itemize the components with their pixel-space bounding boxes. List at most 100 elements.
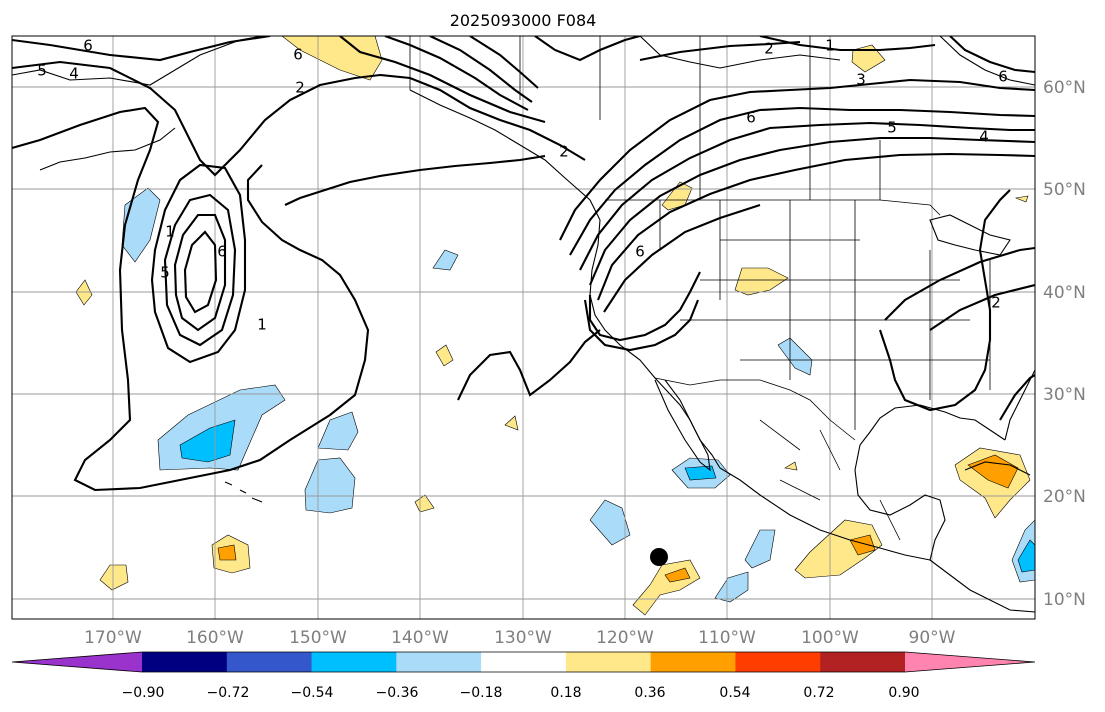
contour-22	[583, 299, 699, 352]
cuba	[964, 461, 1031, 476]
contour-label: 2	[559, 143, 569, 161]
contour-label: 2	[764, 40, 774, 58]
contour-16	[569, 106, 1035, 256]
contour-1	[12, 36, 271, 62]
lon-label: 130°W	[494, 628, 552, 648]
longitude-labels: 170°W 160°W 150°W 140°W 130°W 120°W 110°…	[84, 628, 956, 648]
contour-13	[284, 154, 546, 206]
contour-10	[163, 193, 237, 347]
contour-29	[639, 40, 801, 62]
colorbar-tick-label: −0.90	[122, 685, 165, 701]
contour-14	[457, 329, 601, 401]
shade-positive-8	[734, 267, 789, 296]
shade-negative-6	[744, 529, 776, 569]
political-borders	[409, 36, 991, 541]
contour-25	[929, 283, 1035, 331]
shade-positive-1	[75, 279, 93, 306]
lon-label: 140°W	[391, 628, 449, 648]
contour-15	[559, 78, 1035, 241]
contour-21	[588, 271, 701, 342]
shade-negative-8	[777, 337, 813, 376]
yucatan	[854, 444, 946, 561]
shade-positive-10	[794, 519, 883, 579]
mexico-states	[759, 419, 901, 541]
contour-12	[183, 230, 218, 314]
lon-label: 170°W	[84, 628, 142, 648]
contour-label: 1	[257, 316, 267, 334]
shade-positive-13	[1014, 195, 1029, 203]
shade-positive-10-core	[849, 534, 876, 556]
shade-positive-gulf-alaska	[281, 36, 383, 81]
colorbar-tick-label: −0.72	[207, 685, 250, 701]
colorbar-segment	[481, 652, 567, 672]
colorbar-tick-label: −0.54	[291, 685, 334, 701]
colorbar-segment	[565, 652, 652, 672]
lat-label: 60°N	[1043, 78, 1086, 98]
contour-8	[12, 106, 370, 492]
contour-label: 5	[887, 119, 897, 137]
colorbar-tick-labels: −0.90 −0.72 −0.54 −0.36 −0.18 0.18 0.36 …	[122, 685, 920, 701]
colorbar-tick-label: −0.36	[376, 685, 419, 701]
lon-label: 110°W	[698, 628, 756, 648]
contour-label: 1	[825, 37, 835, 55]
lon-label: 100°W	[801, 628, 859, 648]
contour-3	[339, 36, 546, 124]
coastlines	[12, 36, 1035, 613]
colorbar-tick-label: 0.18	[550, 685, 581, 701]
contour-label: 5	[37, 62, 47, 80]
contour-9	[150, 163, 247, 364]
contours	[12, 36, 1035, 492]
lat-label: 30°N	[1043, 385, 1086, 405]
lat-label: 40°N	[1043, 283, 1086, 303]
shade-positive-2	[99, 564, 129, 591]
canada-province-lines	[519, 36, 881, 200]
colorbar-segment	[396, 652, 482, 672]
lat-label: 20°N	[1043, 487, 1086, 507]
us-state-grid	[659, 200, 991, 430]
contour-17	[579, 121, 1035, 271]
map-panel: 5 4 6 6 2 2 1 3 6 6 5 4 2 1 5 6 1 6 2	[11, 35, 1036, 620]
contour-label: 6	[998, 68, 1008, 86]
colorbar-tick-label: 0.54	[719, 685, 750, 701]
contour-label: 6	[293, 46, 303, 64]
contour-label: 5	[160, 264, 170, 282]
baja	[654, 379, 711, 472]
contour-24	[879, 189, 1011, 412]
shade-positive-4	[435, 344, 454, 367]
shade-negative-1	[317, 411, 359, 451]
great-lakes	[929, 214, 1011, 256]
colorbar-segment	[735, 652, 821, 672]
lat-label: 50°N	[1043, 180, 1086, 200]
latitude-labels: 60°N 50°N 40°N 30°N 20°N 10°N	[1043, 78, 1086, 610]
contour-label: 6	[217, 243, 227, 261]
contour-11	[173, 213, 227, 332]
panhandle-coast	[409, 89, 601, 221]
storm-marker	[650, 548, 668, 566]
contour-2	[12, 60, 586, 177]
colorbar-tick-label: 0.36	[634, 685, 665, 701]
contour-label: 4	[979, 128, 989, 146]
hudson-bay	[939, 36, 1035, 86]
figure-title: 2025093000 F084	[450, 11, 597, 30]
contour-18	[589, 136, 1035, 286]
mexico-pacific	[719, 467, 931, 561]
lon-label: 160°W	[186, 628, 244, 648]
hawaii-islands	[224, 481, 263, 503]
colorbar-tick-label: 0.72	[803, 685, 834, 701]
colorbar-segment	[226, 652, 313, 672]
contour-28	[759, 36, 936, 52]
lon-label: 120°W	[596, 628, 654, 648]
contour-label: 3	[856, 71, 866, 89]
contour-26	[999, 374, 1035, 421]
colorbar-extend-min	[12, 652, 142, 672]
graticule	[12, 36, 1035, 619]
contour-label: 1	[165, 223, 175, 241]
shade-negative-2	[304, 457, 356, 514]
shade-positive-arctic	[851, 44, 886, 73]
lon-label: 150°W	[289, 628, 347, 648]
contour-4	[384, 36, 529, 111]
central-america	[929, 559, 1035, 613]
colorbar-outline	[11, 651, 1036, 673]
shade-positive-3-core	[217, 544, 237, 561]
contour-19	[597, 152, 1035, 301]
